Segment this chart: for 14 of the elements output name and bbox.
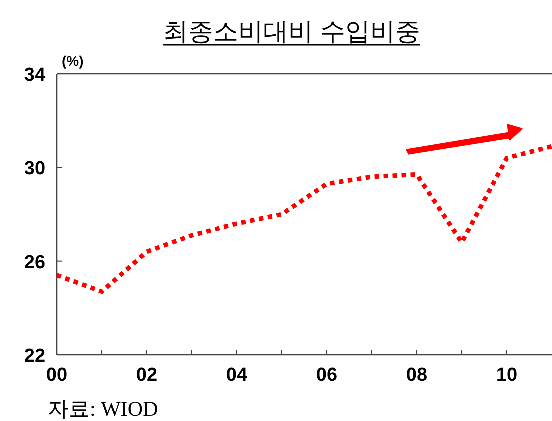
- y-tick-label: 26: [24, 252, 46, 274]
- x-tick-label: 00: [46, 365, 68, 386]
- y-tick-label: 30: [24, 158, 46, 180]
- y-axis-title: (%): [62, 53, 84, 69]
- x-tick-label: 02: [136, 365, 158, 386]
- text: 자료: WIOD: [48, 397, 158, 421]
- line-series: [54, 144, 552, 294]
- y-tick-label: 34: [24, 65, 46, 86]
- y-tick-label: 22: [24, 346, 46, 367]
- x-tick-label: 08: [406, 365, 428, 386]
- x-tick-label: 04: [226, 365, 248, 386]
- x-tick-label: 10: [496, 365, 518, 386]
- chart-title: 최종소비대비 수입비중: [164, 18, 420, 46]
- x-tick-label: 06: [316, 365, 338, 386]
